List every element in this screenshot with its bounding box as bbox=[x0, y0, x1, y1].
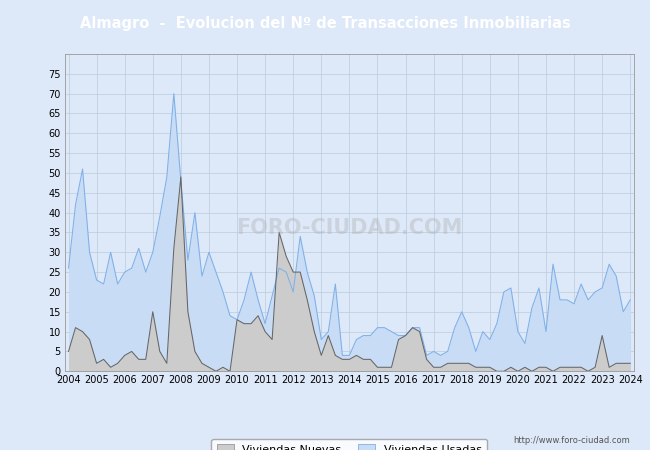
Text: Almagro  -  Evolucion del Nº de Transacciones Inmobiliarias: Almagro - Evolucion del Nº de Transaccio… bbox=[79, 16, 571, 31]
Text: http://www.foro-ciudad.com: http://www.foro-ciudad.com bbox=[514, 436, 630, 445]
Legend: Viviendas Nuevas, Viviendas Usadas: Viviendas Nuevas, Viviendas Usadas bbox=[211, 439, 488, 450]
Text: FORO-CIUDAD.COM: FORO-CIUDAD.COM bbox=[236, 219, 463, 238]
